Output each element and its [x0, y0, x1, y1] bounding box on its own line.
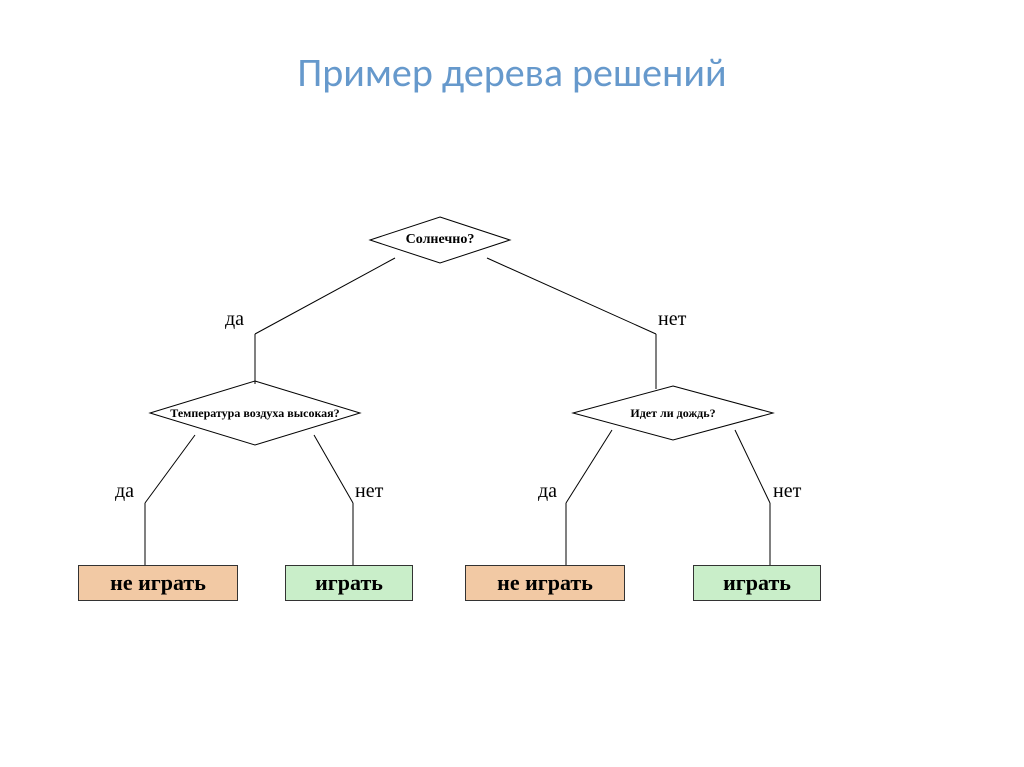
decision-node-temperature-label: Температура воздуха высокая?	[150, 381, 360, 445]
edge-label: да	[225, 308, 244, 331]
decision-node-rain-label: Идет ли дождь?	[573, 386, 773, 440]
edge-label: нет	[355, 480, 383, 503]
leaf-not-play-1: не играть	[78, 565, 238, 601]
edge-label: да	[538, 480, 557, 503]
leaf-play-1: играть	[285, 565, 413, 601]
leaf-play-2: играть	[693, 565, 821, 601]
page-title: Пример дерева решений	[0, 48, 1024, 97]
edge-label: да	[115, 480, 134, 503]
edge-label: нет	[658, 308, 686, 331]
edge-label: нет	[773, 480, 801, 503]
decision-node-sunny-label: Солнечно?	[370, 217, 510, 263]
leaf-not-play-2: не играть	[465, 565, 625, 601]
